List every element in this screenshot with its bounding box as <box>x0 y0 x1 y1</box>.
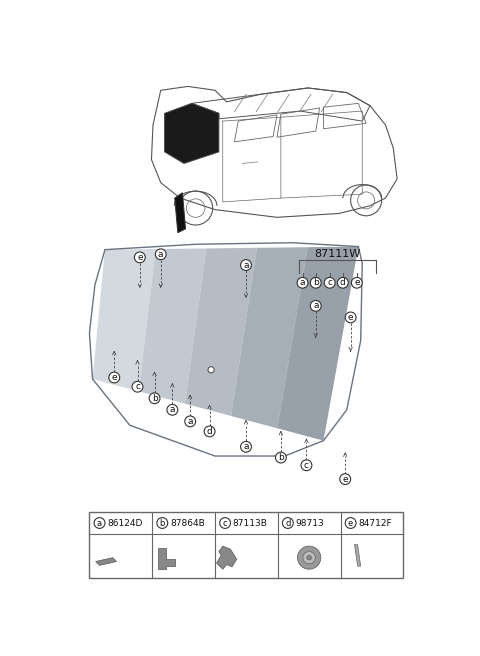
Text: c: c <box>223 518 228 527</box>
Polygon shape <box>231 247 308 428</box>
Text: e: e <box>348 518 353 527</box>
Text: e: e <box>348 313 353 322</box>
Circle shape <box>303 552 315 564</box>
Text: b: b <box>160 518 165 527</box>
Circle shape <box>276 452 286 463</box>
Text: 87864B: 87864B <box>170 518 205 527</box>
Circle shape <box>185 416 196 427</box>
Circle shape <box>351 277 362 288</box>
Circle shape <box>282 518 293 528</box>
Text: a: a <box>243 442 249 451</box>
Circle shape <box>109 372 120 383</box>
Text: 87113B: 87113B <box>233 518 268 527</box>
Circle shape <box>298 546 321 569</box>
Text: e: e <box>137 253 143 262</box>
Text: 98713: 98713 <box>296 518 324 527</box>
Circle shape <box>132 381 143 392</box>
Polygon shape <box>158 548 176 569</box>
Text: d: d <box>285 518 290 527</box>
Circle shape <box>204 426 215 437</box>
Text: a: a <box>169 405 175 415</box>
Circle shape <box>220 518 230 528</box>
Circle shape <box>149 393 160 403</box>
Polygon shape <box>216 546 237 569</box>
Circle shape <box>134 252 145 263</box>
Circle shape <box>301 460 312 470</box>
Circle shape <box>240 260 252 270</box>
Circle shape <box>324 277 335 288</box>
Text: a: a <box>313 301 319 310</box>
Circle shape <box>94 518 105 528</box>
Text: b: b <box>152 394 157 403</box>
Text: e: e <box>354 278 360 287</box>
Text: a: a <box>158 250 164 258</box>
Text: c: c <box>135 382 140 391</box>
Circle shape <box>156 249 166 260</box>
Text: c: c <box>327 278 332 287</box>
Text: b: b <box>313 278 319 287</box>
Text: d: d <box>207 427 213 436</box>
Circle shape <box>167 405 178 415</box>
Polygon shape <box>165 104 219 163</box>
Bar <box>89 512 403 578</box>
Polygon shape <box>185 248 257 416</box>
Text: 84712F: 84712F <box>359 518 392 527</box>
Polygon shape <box>96 558 117 565</box>
Circle shape <box>337 277 348 288</box>
Text: e: e <box>342 475 348 483</box>
Circle shape <box>345 518 356 528</box>
Text: c: c <box>304 461 309 470</box>
Text: a: a <box>300 278 305 287</box>
Polygon shape <box>277 247 359 441</box>
Polygon shape <box>139 249 206 403</box>
Circle shape <box>297 277 308 288</box>
Circle shape <box>311 300 321 311</box>
Text: 86124D: 86124D <box>107 518 143 527</box>
Text: b: b <box>278 453 284 462</box>
Circle shape <box>208 367 214 373</box>
Text: d: d <box>340 278 346 287</box>
Text: a: a <box>188 417 193 426</box>
Text: a: a <box>243 260 249 270</box>
Circle shape <box>345 312 356 323</box>
Polygon shape <box>175 193 186 233</box>
Polygon shape <box>93 249 156 392</box>
Circle shape <box>157 518 168 528</box>
Text: e: e <box>111 373 117 382</box>
Circle shape <box>240 441 252 452</box>
Circle shape <box>307 556 312 560</box>
Text: 87111W: 87111W <box>314 249 360 259</box>
Text: a: a <box>97 518 102 527</box>
Circle shape <box>340 474 350 485</box>
Circle shape <box>311 277 321 288</box>
Polygon shape <box>355 544 360 566</box>
